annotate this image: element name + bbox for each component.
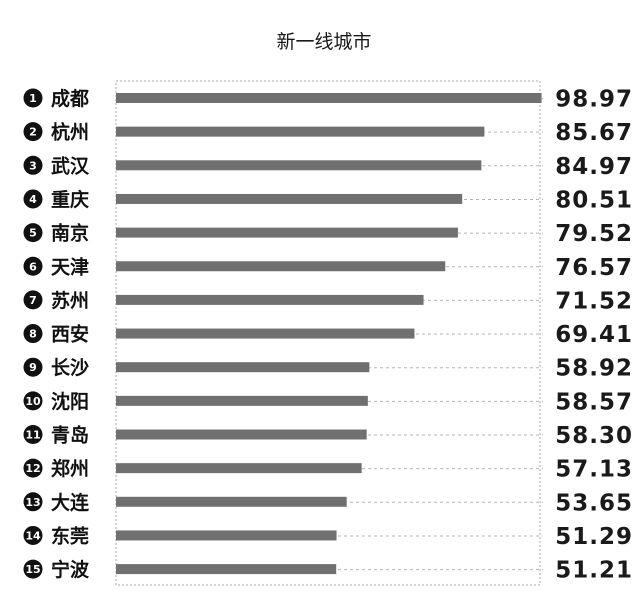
rank-number: 3 xyxy=(29,159,37,172)
bar xyxy=(116,496,347,507)
data-label: 84.97 xyxy=(555,154,633,180)
data-label: 53.65 xyxy=(555,490,633,516)
rank-number: 14 xyxy=(25,529,41,542)
rank-number: 12 xyxy=(25,462,40,475)
rank-badge xyxy=(23,559,43,579)
category-label: 青岛 xyxy=(51,424,89,447)
bar xyxy=(116,160,482,171)
bar xyxy=(116,126,485,137)
bar xyxy=(116,93,542,103)
category-label: 天津 xyxy=(51,255,89,278)
rank-number: 7 xyxy=(29,294,37,307)
rank-number: 15 xyxy=(25,563,40,576)
bar xyxy=(116,227,458,238)
category-label: 重庆 xyxy=(51,188,89,211)
category-label: 东莞 xyxy=(51,524,89,547)
data-label: 79.52 xyxy=(555,221,633,247)
rank-number: 10 xyxy=(25,395,41,408)
rank-badge xyxy=(23,122,43,142)
category-label: 武汉 xyxy=(51,155,90,177)
data-label: 85.67 xyxy=(555,120,633,146)
bar xyxy=(116,564,337,575)
category-label: 长沙 xyxy=(51,357,89,379)
rank-badge xyxy=(23,525,43,545)
bar xyxy=(116,429,367,440)
category-label: 杭州 xyxy=(51,121,89,144)
category-label: 西安 xyxy=(51,323,89,346)
rank-badge xyxy=(23,492,43,512)
rank-number: 1 xyxy=(29,92,37,105)
rank-badge xyxy=(23,223,43,243)
rank-number: 2 xyxy=(29,126,37,139)
data-label: 76.57 xyxy=(555,255,633,281)
bar xyxy=(116,193,463,204)
bar xyxy=(116,463,362,474)
data-label: 51.29 xyxy=(555,524,633,550)
data-label: 98.97 xyxy=(555,87,633,113)
rank-number: 13 xyxy=(25,496,40,509)
data-label: 71.52 xyxy=(555,288,633,314)
rank-badge xyxy=(23,391,43,411)
data-label: 58.57 xyxy=(555,389,633,415)
category-label: 苏州 xyxy=(51,289,89,312)
rank-number: 9 xyxy=(29,361,37,374)
rank-badge xyxy=(23,324,43,344)
category-label: 沈阳 xyxy=(51,390,89,413)
rank-badge xyxy=(23,256,43,276)
bar xyxy=(116,530,337,541)
data-label: 58.92 xyxy=(555,356,633,382)
chart-title: 新一线城市 xyxy=(276,31,371,53)
rank-badge xyxy=(23,425,43,444)
data-label: 69.41 xyxy=(555,322,633,348)
rank-number: 8 xyxy=(29,328,37,341)
bar xyxy=(116,395,368,406)
data-label: 57.13 xyxy=(555,457,633,483)
rank-badge xyxy=(23,290,43,310)
rank-badge xyxy=(23,189,43,209)
rank-number: 6 xyxy=(29,260,37,273)
bar xyxy=(116,328,415,339)
chart-rows: 1 成都 98.97 2 杭州 85.67 3 武汉 84.97 4 重庆 80.51 5 南京 79.52… xyxy=(23,87,633,584)
bar xyxy=(116,362,370,373)
bar xyxy=(116,294,424,305)
rank-badge xyxy=(23,155,43,175)
bar xyxy=(116,261,446,272)
category-label: 宁波 xyxy=(51,558,90,581)
category-label: 南京 xyxy=(51,222,89,245)
category-label: 郑州 xyxy=(51,458,89,480)
category-label: 大连 xyxy=(51,491,90,514)
rank-badge xyxy=(23,88,43,108)
data-label: 58.30 xyxy=(555,423,633,449)
rank-badge xyxy=(23,458,43,478)
rank-number: 4 xyxy=(29,193,37,206)
data-label: 51.21 xyxy=(555,558,633,584)
data-label: 80.51 xyxy=(555,187,633,213)
rank-number: 11 xyxy=(25,429,40,442)
rank-badge xyxy=(23,357,43,377)
category-label: 成都 xyxy=(51,87,89,110)
rank-number: 5 xyxy=(29,227,37,240)
